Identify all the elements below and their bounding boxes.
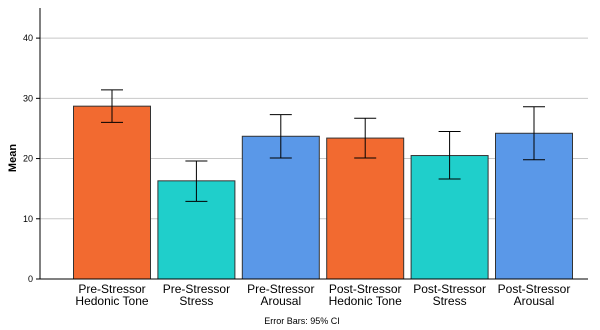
y-tick-label: 30 bbox=[23, 93, 33, 103]
x-category-label: Hedonic Tone bbox=[75, 294, 148, 308]
x-category-label: Stress bbox=[433, 294, 467, 308]
x-category-label: Post-Stressor bbox=[329, 282, 402, 296]
x-category-label: Hedonic Tone bbox=[329, 294, 402, 308]
error-bars-note: Error Bars: 95% CI bbox=[264, 316, 340, 326]
axes bbox=[36, 8, 588, 280]
y-axis-title: Mean bbox=[7, 144, 19, 172]
y-tick-label: 0 bbox=[28, 274, 33, 284]
x-category-label: Stress bbox=[179, 294, 213, 308]
bar bbox=[73, 105, 151, 280]
y-tick-label: 40 bbox=[23, 33, 33, 43]
x-category-label: Arousal bbox=[514, 294, 555, 308]
x-category-label: Arousal bbox=[260, 294, 301, 308]
x-category-label: Pre-Stressor bbox=[78, 282, 145, 296]
x-category-label: Pre-Stressor bbox=[163, 282, 230, 296]
x-category-label: Pre-Stressor bbox=[247, 282, 314, 296]
x-category-label: Post-Stressor bbox=[498, 282, 571, 296]
y-tick-label: 20 bbox=[23, 154, 33, 164]
x-category-label: Post-Stressor bbox=[413, 282, 486, 296]
y-tick-label: 10 bbox=[23, 214, 33, 224]
bar bbox=[326, 137, 405, 280]
error-bars bbox=[101, 89, 545, 202]
bars bbox=[73, 105, 573, 280]
